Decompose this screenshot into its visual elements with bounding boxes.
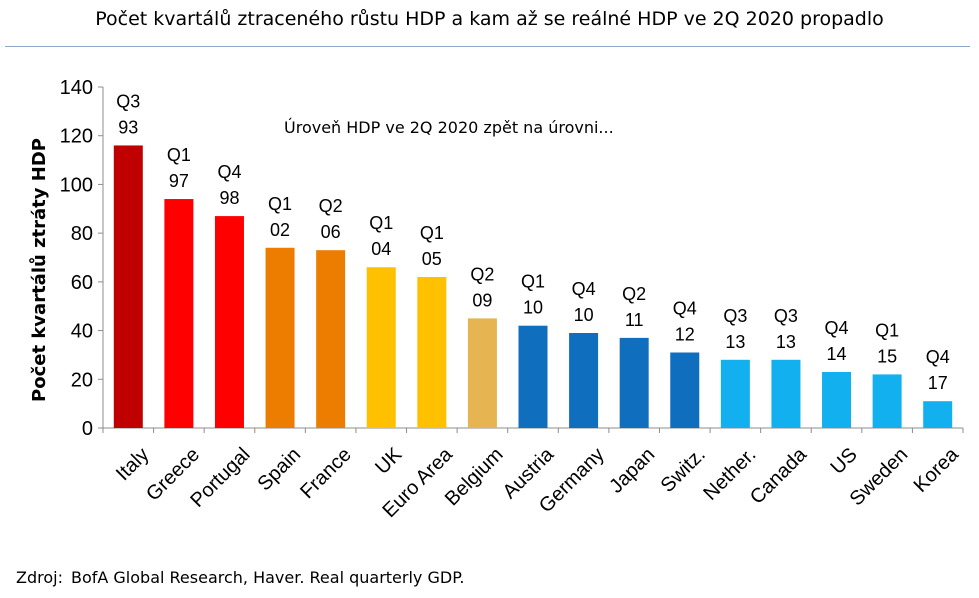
bar-label-year: 14 xyxy=(827,344,847,364)
bar-label-quarter: Q1 xyxy=(167,145,191,165)
bar-label-quarter: Q1 xyxy=(521,272,545,292)
bar xyxy=(467,318,497,428)
bar xyxy=(670,352,700,428)
x-tick-label: France xyxy=(296,444,356,504)
bar-label-year: 11 xyxy=(625,310,644,330)
bar-label-year: 93 xyxy=(118,117,138,137)
chart-bars xyxy=(113,145,953,428)
source-note: Zdroj: BofA Global Research, Haver. Real … xyxy=(16,568,464,587)
chart-title: Počet kvartálů ztraceného růstu HDP a ka… xyxy=(95,8,884,30)
bar-label-year: 09 xyxy=(472,290,492,310)
chart-annotation: Úroveň HDP ve 2Q 2020 zpět na úrovni... xyxy=(284,118,614,137)
bar-label-year: 04 xyxy=(371,239,391,259)
bar xyxy=(265,247,295,428)
bar-label-year: 10 xyxy=(574,305,594,325)
bar-label-year: 10 xyxy=(523,298,543,318)
bar xyxy=(619,337,649,428)
x-tick-label: Japan xyxy=(605,444,659,498)
chart-bar-labels: Q3 93 Q1 97 Q4 98 Q1 02 Q2 06 Q1 04 Q1 05 Q2 09 Q1 10 Q4 10… xyxy=(116,91,949,393)
bar-label-quarter: Q2 xyxy=(470,264,494,284)
bar xyxy=(569,333,599,428)
bar-label-year: 15 xyxy=(877,346,897,366)
x-tick-label: Korea xyxy=(910,443,964,497)
bar-label-quarter: Q3 xyxy=(723,306,747,326)
bar xyxy=(872,374,902,428)
x-tick-label: Italy xyxy=(112,444,153,485)
bar xyxy=(417,276,447,428)
y-tick-label: 0 xyxy=(82,418,93,440)
bar xyxy=(720,359,750,428)
bar xyxy=(366,267,396,428)
bar-label-quarter: Q1 xyxy=(369,213,393,233)
bar xyxy=(316,250,346,428)
bar-label-quarter: Q4 xyxy=(825,318,849,338)
bar-label-year: 98 xyxy=(219,188,239,208)
x-tick-label: US xyxy=(826,444,861,479)
bar xyxy=(771,359,801,428)
bar-label-quarter: Q2 xyxy=(622,284,646,304)
bar xyxy=(164,199,194,428)
source-label: Zdroj: xyxy=(16,568,63,587)
y-tick-label: 20 xyxy=(71,369,93,391)
bar-label-quarter: Q4 xyxy=(673,298,697,318)
bar xyxy=(518,325,548,428)
bar-label-year: 13 xyxy=(776,332,796,352)
bar-label-quarter: Q4 xyxy=(926,347,950,367)
bar xyxy=(214,216,244,428)
bar xyxy=(923,401,953,428)
title-divider xyxy=(5,46,970,47)
source-text: BofA Global Research, Haver. Real quarte… xyxy=(70,568,465,587)
x-tick-label: Canada xyxy=(746,443,812,509)
y-tick-label: 100 xyxy=(60,174,93,196)
bar xyxy=(822,371,852,428)
bar-label-year: 17 xyxy=(928,373,948,393)
bar-label-quarter: Q4 xyxy=(217,162,241,182)
bar-label-year: 05 xyxy=(422,249,442,269)
y-tick-label: 80 xyxy=(71,223,93,245)
bar-label-quarter: Q1 xyxy=(420,223,444,243)
y-axis-label: Počet kvartálů ztráty HDP xyxy=(28,138,50,402)
bar xyxy=(113,145,143,428)
y-tick-label: 140 xyxy=(60,77,93,99)
y-tick-label: 60 xyxy=(71,272,93,294)
bar-label-quarter: Q2 xyxy=(319,196,343,216)
bar-label-year: 06 xyxy=(321,222,341,242)
bar-label-quarter: Q1 xyxy=(875,320,899,340)
bar-label-quarter: Q3 xyxy=(774,306,798,326)
bar-label-quarter: Q4 xyxy=(572,279,596,299)
bar-label-year: 02 xyxy=(270,220,290,240)
y-tick-label: 40 xyxy=(71,321,93,343)
bar-label-quarter: Q3 xyxy=(116,91,140,111)
bar-label-year: 12 xyxy=(675,324,695,344)
bar-label-year: 97 xyxy=(169,171,189,191)
bar-label-quarter: Q1 xyxy=(268,194,292,214)
bar-label-year: 13 xyxy=(725,332,745,352)
y-tick-label: 120 xyxy=(60,126,93,148)
x-tick-label: UK xyxy=(371,443,407,479)
